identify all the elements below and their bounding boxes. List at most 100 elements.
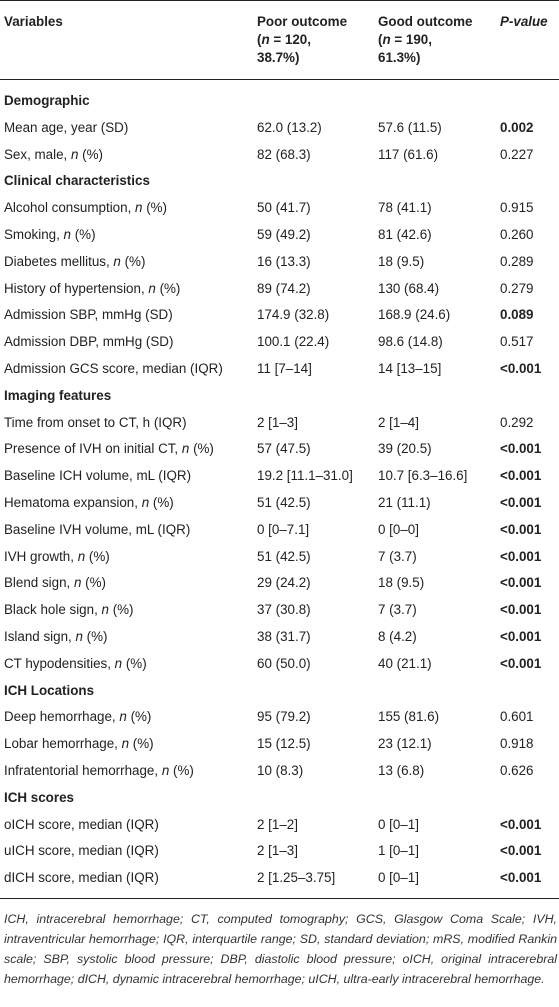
pvalue-cell: <0.001 <box>500 360 542 376</box>
header-good-line3: 61.3%) <box>378 50 421 65</box>
pvalue-cell: <0.001 <box>500 575 542 591</box>
row-label: Blend sign, n (%) <box>4 575 106 591</box>
table-row: Sex, male, n (%) 82 (68.3) 117 (61.6) 0.227 <box>0 142 559 169</box>
good-outcome-cell: 78 (41.1) <box>378 200 432 216</box>
good-outcome-cell: 2 [1–4] <box>378 414 419 430</box>
poor-outcome-cell: 57 (47.5) <box>257 441 311 457</box>
section-label: Demographic <box>4 93 90 108</box>
row-label: Baseline IVH volume, mL (IQR) <box>4 521 191 537</box>
table-row: Admission SBP, mmHg (SD) 174.9 (32.8) 168.… <box>0 302 559 329</box>
good-outcome-cell: 18 (9.5) <box>378 575 425 591</box>
table-row: History of hypertension, n (%) 89 (74.2) 1… <box>0 276 559 303</box>
pvalue-cell: 0.517 <box>500 334 534 350</box>
poor-outcome-cell: 0 [0–7.1] <box>257 521 310 537</box>
pvalue-cell: <0.001 <box>500 521 542 537</box>
row-label: Smoking, n (%) <box>4 226 96 242</box>
header-variables: Variables <box>4 14 63 29</box>
table-row: dICH score, median (IQR) 2 [1.25–3.75] 0 [… <box>0 865 559 899</box>
good-outcome-cell: 0 [0–0] <box>378 521 419 537</box>
poor-outcome-cell: 38 (31.7) <box>257 628 311 644</box>
poor-outcome-cell: 2 [1.25–3.75] <box>257 870 336 886</box>
table-row: IVH growth, n (%) 51 (42.5) 7 (3.7) <0.001 <box>0 544 559 571</box>
row-label: Presence of IVH on initial CT, n (%) <box>4 441 214 457</box>
pvalue-cell: <0.001 <box>500 441 542 457</box>
pvalue-cell: 0.260 <box>500 226 534 242</box>
pvalue-cell: <0.001 <box>500 843 542 859</box>
poor-outcome-cell: 51 (42.5) <box>257 548 311 564</box>
table-footnote: ICH, intracerebral hemorrhage; CT, compu… <box>4 911 557 986</box>
table-row: Admission DBP, mmHg (SD) 100.1 (22.4) 98.6… <box>0 329 559 356</box>
poor-outcome-cell: 50 (41.7) <box>257 200 311 216</box>
row-label: Admission SBP, mmHg (SD) <box>4 307 173 323</box>
section-row: Imaging features <box>0 383 559 410</box>
pvalue-cell: <0.001 <box>500 628 542 644</box>
section-row: ICH scores <box>0 785 559 812</box>
poor-outcome-cell: 95 (79.2) <box>257 709 311 725</box>
row-label: IVH growth, n (%) <box>4 548 110 564</box>
poor-outcome-cell: 82 (68.3) <box>257 146 311 162</box>
good-outcome-cell: 117 (61.6) <box>378 146 439 162</box>
poor-outcome-cell: 19.2 [11.1–31.0] <box>257 468 353 484</box>
row-label: Hematoma expansion, n (%) <box>4 494 174 510</box>
pvalue-cell: 0.915 <box>500 200 534 216</box>
header-poor-line2: (n = 120, <box>257 32 311 47</box>
poor-outcome-cell: 16 (13.3) <box>257 253 311 269</box>
section-label: ICH scores <box>4 789 74 805</box>
poor-outcome-cell: 100.1 (22.4) <box>257 334 330 350</box>
table-row: Smoking, n (%) 59 (49.2) 81 (42.6) 0.260 <box>0 222 559 249</box>
pvalue-cell: <0.001 <box>500 602 542 618</box>
table-row: Hematoma expansion, n (%) 51 (42.5) 21 (11… <box>0 490 559 517</box>
pvalue-cell: <0.001 <box>500 494 542 510</box>
good-outcome-cell: 14 [13–15] <box>378 360 442 376</box>
good-outcome-cell: 39 (20.5) <box>378 441 432 457</box>
table-body: Demographic Mean age, year (SD) 62.0 (13.2… <box>0 80 559 899</box>
row-label: Infratentorial hemorrhage, n (%) <box>4 762 194 778</box>
row-label: oICH score, median (IQR) <box>4 816 159 832</box>
table-row: Presence of IVH on initial CT, n (%) 57 (… <box>0 436 559 463</box>
good-outcome-cell: 0 [0–1] <box>378 870 419 886</box>
row-label: Alcohol consumption, n (%) <box>4 200 168 216</box>
outcome-table: Variables Poor outcome (n = 120, 38.7%) … <box>0 0 559 899</box>
good-outcome-cell: 23 (12.1) <box>378 736 432 752</box>
good-outcome-cell: 18 (9.5) <box>378 253 425 269</box>
row-label: History of hypertension, n (%) <box>4 280 181 296</box>
poor-outcome-cell: 51 (42.5) <box>257 494 311 510</box>
row-label: Sex, male, n (%) <box>4 146 103 162</box>
good-outcome-cell: 0 [0–1] <box>378 816 419 832</box>
pvalue-cell: 0.626 <box>500 762 534 778</box>
table-row: Black hole sign, n (%) 37 (30.8) 7 (3.7) <0… <box>0 597 559 624</box>
row-label: Baseline ICH volume, mL (IQR) <box>4 468 192 484</box>
table-row: Alcohol consumption, n (%) 50 (41.7) 78 (4… <box>0 195 559 222</box>
good-outcome-cell: 168.9 (24.6) <box>378 307 451 323</box>
table-row: Lobar hemorrhage, n (%) 15 (12.5) 23 (12.1… <box>0 731 559 758</box>
section-label: Imaging features <box>4 387 112 403</box>
table-row: Mean age, year (SD) 62.0 (13.2) 57.6 (11.5… <box>0 115 559 142</box>
good-outcome-cell: 130 (68.4) <box>378 280 440 296</box>
table-row: Baseline ICH volume, mL (IQR) 19.2 [11.1–… <box>0 463 559 490</box>
table-row: Baseline IVH volume, mL (IQR) 0 [0–7.1] 0 … <box>0 517 559 544</box>
poor-outcome-cell: 10 (8.3) <box>257 762 304 778</box>
good-outcome-cell: 21 (11.1) <box>378 494 431 510</box>
poor-outcome-cell: 2 [1–3] <box>257 414 298 430</box>
table-row: Admission GCS score, median (IQR) 11 [7–1… <box>0 356 559 383</box>
header-good-line2: (n = 190, <box>378 32 432 47</box>
poor-outcome-cell: 11 [7–14] <box>257 360 312 376</box>
poor-outcome-cell: 15 (12.5) <box>257 736 311 752</box>
section-row: Clinical characteristics <box>0 168 559 195</box>
pvalue-cell: 0.292 <box>500 414 534 430</box>
good-outcome-cell: 13 (6.8) <box>378 762 425 778</box>
table-row: Diabetes mellitus, n (%) 16 (13.3) 18 (9.5… <box>0 249 559 276</box>
pvalue-cell: 0.918 <box>500 736 534 752</box>
pvalue-cell: 0.289 <box>500 253 534 269</box>
good-outcome-cell: 7 (3.7) <box>378 548 417 564</box>
poor-outcome-cell: 60 (50.0) <box>257 655 311 671</box>
pvalue-cell: 0.227 <box>500 146 534 162</box>
header-pvalue: P-value <box>500 14 548 29</box>
header-poor-line1: Poor outcome <box>257 14 348 29</box>
pvalue-cell: <0.001 <box>500 816 542 832</box>
poor-outcome-cell: 37 (30.8) <box>257 602 311 618</box>
table-row: CT hypodensities, n (%) 60 (50.0) 40 (21.1… <box>0 651 559 678</box>
row-label: Island sign, n (%) <box>4 628 108 644</box>
table-row: Island sign, n (%) 38 (31.7) 8 (4.2) <0.001 <box>0 624 559 651</box>
